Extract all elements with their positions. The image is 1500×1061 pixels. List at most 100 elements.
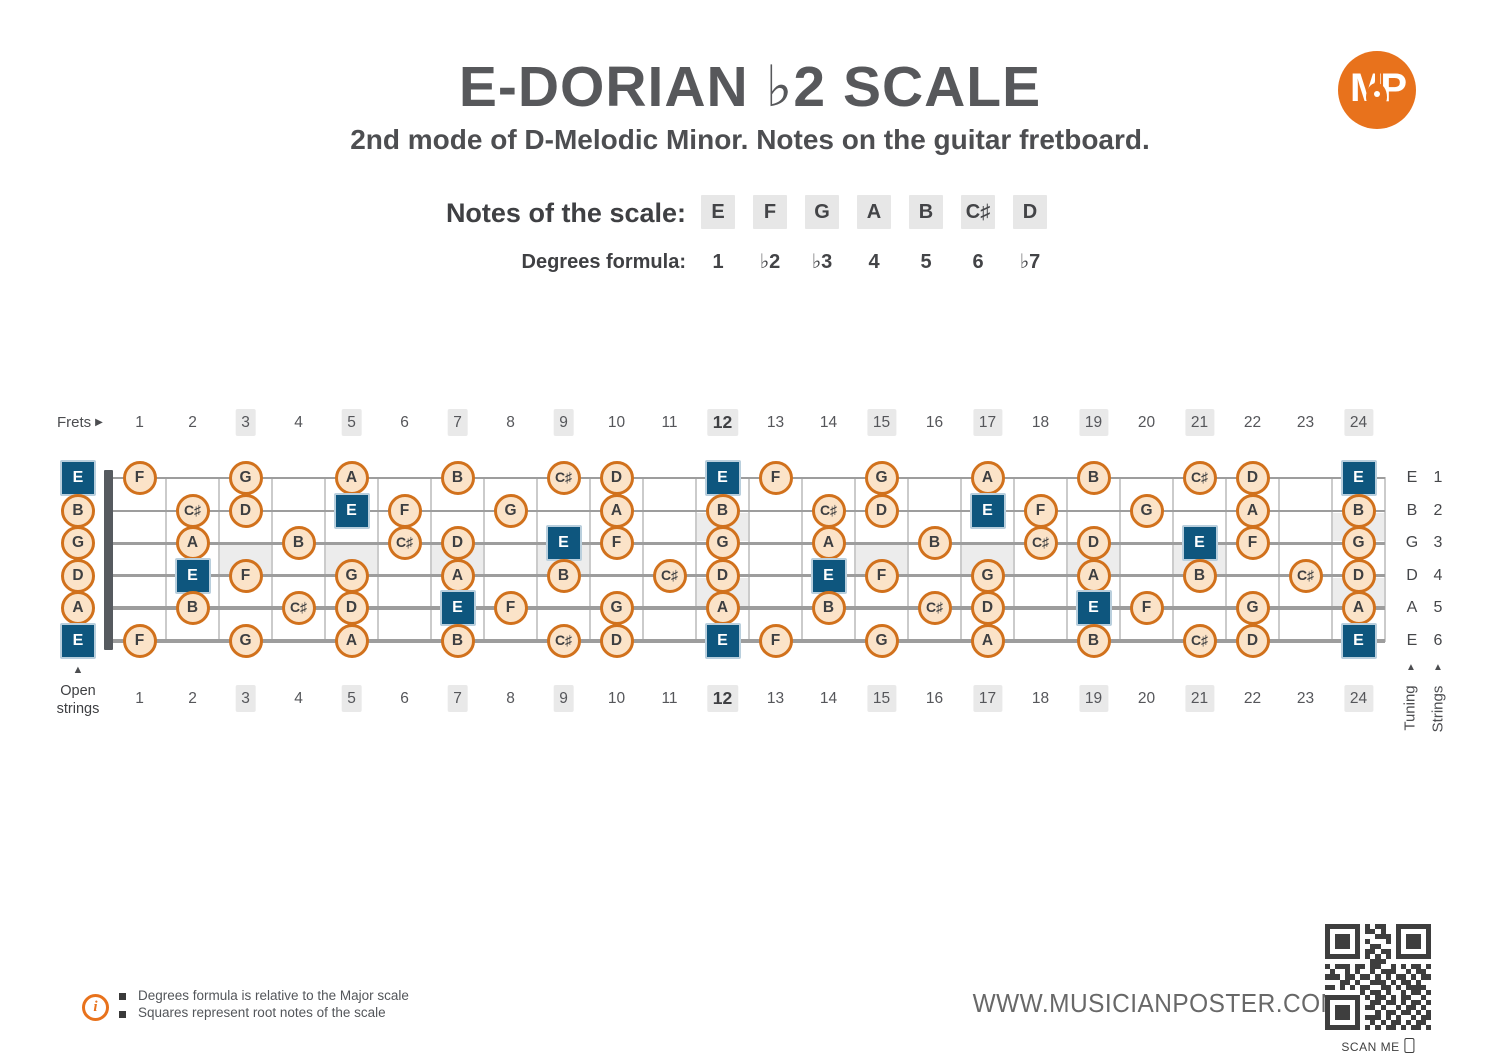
qr-module	[1370, 949, 1376, 955]
qr-module	[1370, 1014, 1376, 1020]
qr-module	[1335, 954, 1341, 960]
qr-module	[1340, 1014, 1346, 1020]
tuning-letter: G	[1405, 534, 1419, 551]
scale-note: B	[1076, 623, 1111, 658]
scale-note: A	[1235, 493, 1270, 528]
bullet-square	[119, 993, 126, 1000]
qr-module	[1385, 1014, 1391, 1020]
qr-module	[1385, 949, 1391, 955]
scale-note-box: C♯	[961, 195, 995, 229]
website-url: WWW.MUSICIANPOSTER.COM	[972, 988, 1342, 1018]
scale-note: G	[334, 558, 369, 593]
qr-module	[1355, 1024, 1361, 1030]
qr-module	[1340, 1004, 1346, 1010]
qr-module	[1335, 994, 1341, 1000]
qr-module	[1375, 999, 1381, 1005]
qr-module	[1420, 954, 1426, 960]
tuning-letter: A	[1406, 599, 1418, 616]
qr-module	[1415, 984, 1421, 990]
qr-module	[1410, 1024, 1416, 1030]
fret-number-top: 14	[819, 414, 838, 431]
fret-number-bottom: 14	[819, 690, 838, 707]
qr-module	[1335, 964, 1341, 970]
scale-note: F	[122, 461, 157, 495]
fret-number-bottom: 3	[235, 685, 256, 712]
scale-note: B	[1076, 461, 1111, 495]
qr-module	[1355, 949, 1361, 955]
string-number: 1	[1433, 469, 1443, 486]
qr-module	[1375, 1009, 1381, 1015]
qr-module	[1370, 1004, 1376, 1010]
scale-note: G	[864, 623, 899, 658]
qr-module	[1400, 999, 1406, 1005]
scale-note: F	[758, 461, 793, 495]
qr-module	[1380, 949, 1386, 955]
qr-module	[1390, 999, 1396, 1005]
qr-module	[1355, 1014, 1361, 1020]
qr-module	[1365, 1004, 1371, 1010]
qr-module	[1345, 934, 1351, 940]
qr-module	[1350, 1024, 1356, 1030]
scale-note: D	[705, 558, 740, 593]
qr-module	[1380, 959, 1386, 965]
qr-module	[1380, 984, 1386, 990]
scale-note: F	[122, 623, 157, 658]
fret-number-bottom: 15	[866, 685, 897, 712]
qr-module	[1325, 929, 1331, 935]
qr-module	[1390, 979, 1396, 985]
fret-line	[218, 477, 220, 642]
qr-module	[1375, 994, 1381, 1000]
fret-number-bottom: 23	[1296, 690, 1315, 707]
scale-note: F	[1023, 493, 1058, 528]
qr-module	[1345, 974, 1351, 980]
scale-note: B	[61, 493, 95, 528]
fret-number-bottom: 2	[188, 690, 197, 707]
qr-module	[1385, 939, 1391, 945]
scale-degree-value: 4	[868, 251, 880, 273]
qr-module	[1410, 934, 1416, 940]
fret-number-bottom: 9	[553, 685, 574, 712]
phone-icon	[1404, 1038, 1415, 1053]
qr-module	[1370, 999, 1376, 1005]
scale-note: A	[1076, 558, 1111, 593]
fret-line	[1278, 477, 1280, 642]
root-note: E	[1340, 622, 1377, 659]
qr-module	[1395, 984, 1401, 990]
qr-module	[1340, 944, 1346, 950]
fret-number-top: 17	[972, 409, 1003, 436]
scale-note: C♯	[1182, 623, 1217, 658]
qr-module	[1325, 1014, 1331, 1020]
scale-note: B	[440, 461, 475, 495]
guitar-neck-icon	[1375, 60, 1380, 86]
qr-module	[1400, 994, 1406, 1000]
fret-number-bottom: 17	[972, 685, 1003, 712]
scale-note: G	[228, 623, 263, 658]
fret-number-bottom: 4	[294, 690, 303, 707]
qr-module	[1360, 964, 1366, 970]
fret-number-bottom: 8	[506, 690, 515, 707]
qr-module	[1325, 994, 1331, 1000]
qr-module	[1375, 954, 1381, 960]
scan-me-text: SCAN ME	[1341, 1040, 1400, 1054]
bullet-square	[119, 1010, 126, 1018]
scale-note: D	[1341, 558, 1376, 593]
scale-degree-value: ♭2	[759, 251, 781, 273]
scale-note: A	[334, 623, 369, 658]
scale-note: G	[864, 461, 899, 495]
qr-module	[1350, 924, 1356, 930]
fret-number-top: 22	[1243, 414, 1262, 431]
scale-note: A	[334, 461, 369, 495]
qr-module	[1355, 944, 1361, 950]
qr-module	[1340, 924, 1346, 930]
qr-module	[1400, 924, 1406, 930]
scale-note-box: D	[1013, 195, 1047, 229]
qr-module	[1365, 939, 1371, 945]
qr-module	[1410, 989, 1416, 995]
root-note: E	[60, 460, 96, 496]
qr-module	[1375, 934, 1381, 940]
scale-note: A	[970, 461, 1005, 495]
qr-module	[1405, 924, 1411, 930]
scale-note: A	[61, 591, 95, 625]
qr-module	[1405, 939, 1411, 945]
scale-note: C♯	[387, 526, 422, 560]
